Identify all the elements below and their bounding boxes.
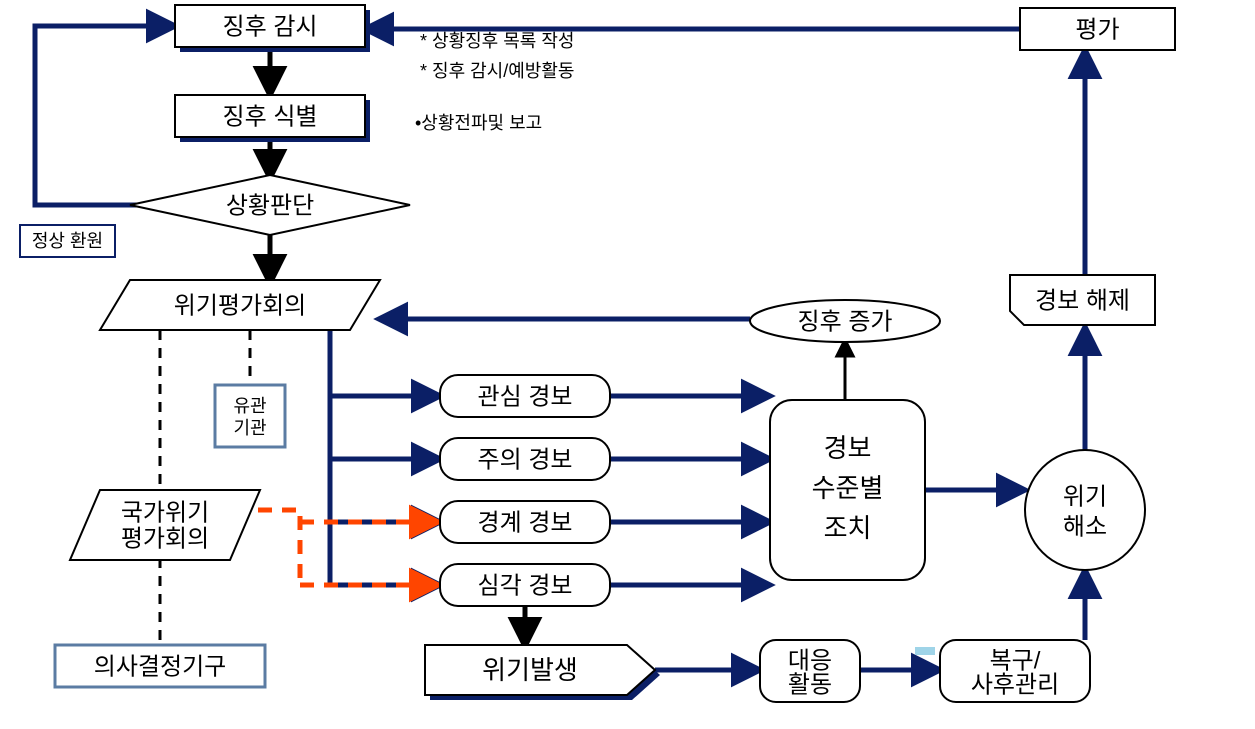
svg-text:활동: 활동	[788, 671, 832, 698]
svg-text:위기발생: 위기발생	[482, 655, 578, 685]
svg-text:국가위기: 국가위기	[121, 499, 209, 526]
svg-text:위기평가회의: 위기평가회의	[174, 292, 306, 319]
svg-text:위기: 위기	[1063, 483, 1107, 510]
svg-text:경계 경보: 경계 경보	[478, 509, 573, 536]
svg-text:징후 감시: 징후 감시	[223, 13, 318, 40]
svg-text:* 상황징후 목록 작성: * 상황징후 목록 작성	[420, 31, 575, 51]
svg-text:의사결정기구: 의사결정기구	[94, 653, 226, 680]
svg-text:징후 증가: 징후 증가	[798, 308, 893, 335]
svg-text:심각 경보: 심각 경보	[478, 572, 573, 599]
svg-text:복구/: 복구/	[990, 647, 1041, 674]
svg-text:경보 해제: 경보 해제	[1035, 287, 1130, 314]
svg-text:경보: 경보	[824, 433, 872, 463]
svg-text:사후관리: 사후관리	[971, 671, 1059, 698]
svg-text:관심 경보: 관심 경보	[478, 383, 573, 410]
svg-text:주의 경보: 주의 경보	[478, 446, 573, 473]
svg-text:상황판단: 상황판단	[226, 192, 314, 219]
svg-text:정상 환원: 정상 환원	[32, 231, 103, 251]
svg-text:수준별: 수준별	[812, 473, 884, 503]
svg-text:•상황전파및 보고: •상황전파및 보고	[415, 113, 542, 133]
svg-text:유관: 유관	[233, 396, 266, 416]
svg-text:해소: 해소	[1063, 513, 1107, 540]
svg-text:대응: 대응	[788, 647, 832, 674]
svg-text:* 징후 감시/예방활동: * 징후 감시/예방활동	[420, 61, 575, 81]
svg-text:징후 식별: 징후 식별	[223, 103, 318, 130]
svg-text:평가회의: 평가회의	[121, 525, 209, 552]
svg-text:기관: 기관	[233, 418, 266, 438]
svg-text:평가: 평가	[1075, 16, 1119, 43]
svg-text:조치: 조치	[824, 513, 872, 543]
